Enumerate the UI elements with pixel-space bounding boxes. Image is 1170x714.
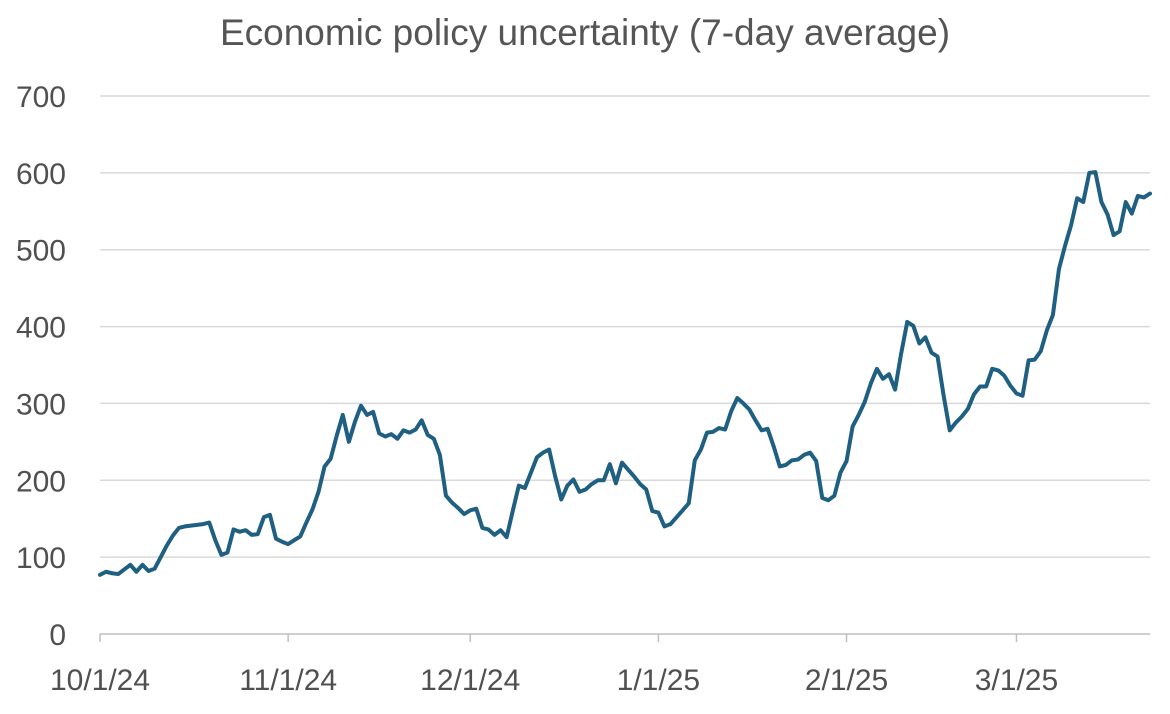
x-tick-label: 2/1/25 [805, 664, 888, 697]
y-tick-label: 100 [16, 542, 66, 575]
x-tick-label: 12/1/24 [420, 664, 520, 697]
y-tick-label: 400 [16, 312, 66, 345]
x-tick-label: 11/1/24 [239, 664, 337, 697]
chart-title: Economic policy uncertainty (7-day avera… [219, 12, 951, 53]
x-tick-label: 10/1/24 [50, 664, 150, 697]
series-line [98, 170, 1152, 577]
y-axis-ticks: 0 100 200 300 400 500 600 700 [16, 81, 66, 652]
y-tick-label: 500 [16, 235, 66, 268]
y-tick-label: 0 [49, 619, 66, 652]
gridlines [100, 95, 1150, 558]
y-tick-label: 600 [16, 158, 66, 191]
series-group [98, 170, 1152, 577]
x-axis: 10/1/24 11/1/24 12/1/24 1/1/25 2/1/25 3/1/25 [50, 633, 1150, 697]
x-tick-label: 1/1/25 [617, 664, 700, 697]
y-tick-label: 300 [16, 388, 66, 421]
x-tick-label: 3/1/25 [975, 664, 1058, 697]
y-tick-label: 700 [16, 81, 66, 114]
y-tick-label: 200 [16, 465, 66, 498]
